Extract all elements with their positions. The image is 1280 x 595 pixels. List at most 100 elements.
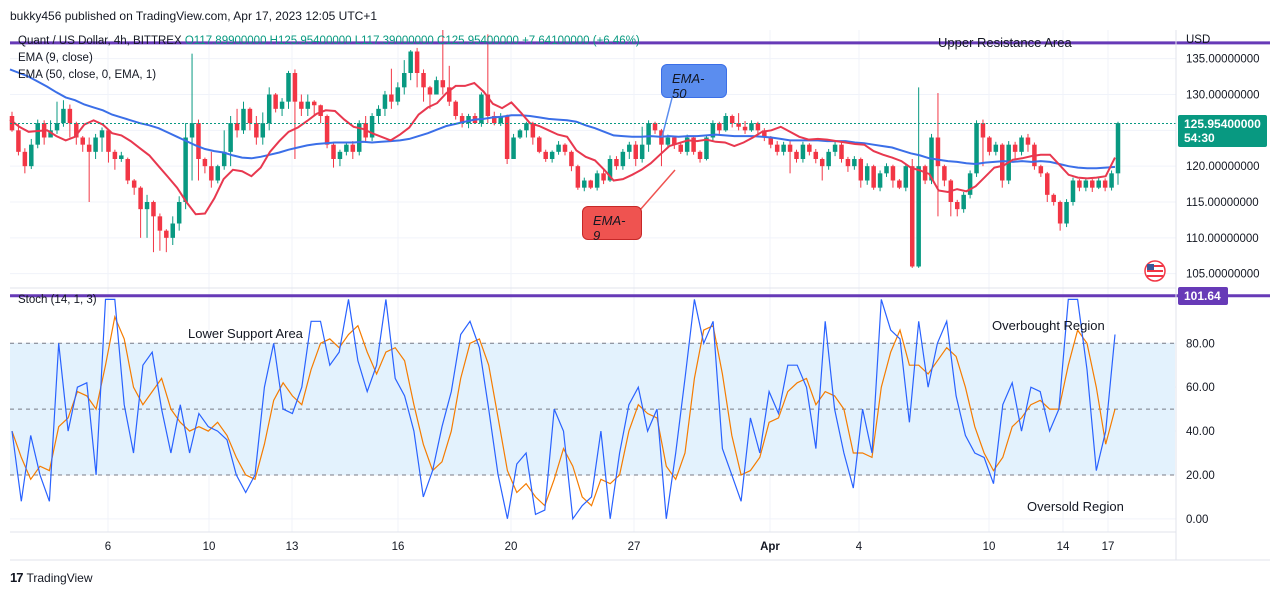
candle xyxy=(221,130,227,170)
candle xyxy=(594,170,600,191)
candle xyxy=(569,150,574,172)
candle xyxy=(112,149,118,170)
candle xyxy=(1051,193,1056,206)
candle xyxy=(633,141,638,167)
candle xyxy=(922,164,928,185)
candle xyxy=(549,150,555,163)
candle xyxy=(202,157,208,174)
candle xyxy=(787,141,793,174)
candle xyxy=(884,163,889,177)
symbol-legend[interactable]: Quant / US Dollar, 4h, BITTREX O117.8990… xyxy=(18,35,640,47)
candle xyxy=(1096,177,1101,190)
candle xyxy=(401,60,407,95)
candle xyxy=(74,121,79,145)
stoch-k-line xyxy=(11,298,1116,521)
candle xyxy=(511,133,516,159)
candle xyxy=(736,113,741,131)
candle xyxy=(241,101,246,134)
ema50-legend[interactable]: EMA (50, close, 0, EMA, 1) xyxy=(18,69,157,81)
candle xyxy=(639,126,645,163)
candle xyxy=(453,100,458,120)
candle xyxy=(164,229,169,253)
candle xyxy=(620,148,626,170)
candle xyxy=(318,104,323,124)
price-tick-label: 135.00000000 xyxy=(1186,54,1260,66)
candle xyxy=(170,216,176,245)
candle xyxy=(498,113,503,127)
candle xyxy=(421,69,426,102)
candle xyxy=(742,121,748,134)
candle xyxy=(562,143,568,156)
candle xyxy=(479,92,484,127)
candlestick-series xyxy=(9,30,1121,268)
candle xyxy=(1109,170,1114,191)
candle xyxy=(93,133,98,159)
candle xyxy=(99,127,105,152)
candle xyxy=(858,157,864,188)
stoch-tick-label: 60.00 xyxy=(1186,382,1215,394)
candle xyxy=(209,151,214,188)
candle xyxy=(575,164,581,190)
candle xyxy=(864,163,870,185)
time-axis: 6 10 13 16 20 27 Apr 4 10 14 17 xyxy=(105,541,1115,553)
candle xyxy=(1102,178,1108,192)
candle xyxy=(292,69,298,159)
candle xyxy=(119,151,124,162)
price-tick-label: 110.00000000 xyxy=(1186,233,1259,245)
candle xyxy=(781,141,786,156)
candle xyxy=(1070,177,1076,206)
candle xyxy=(774,141,780,156)
candle xyxy=(1012,141,1018,159)
candle xyxy=(1038,164,1044,177)
ema9-callout[interactable]: EMA-9 xyxy=(582,206,642,243)
overbought-label: Overbought Region xyxy=(992,318,1105,333)
candle xyxy=(183,123,188,210)
candle xyxy=(537,136,542,154)
candle xyxy=(987,136,992,156)
candle xyxy=(852,156,857,170)
last-price-badge: 125.95400000 54:30 xyxy=(1178,115,1267,148)
candle xyxy=(749,120,754,132)
candle xyxy=(627,141,632,159)
candle xyxy=(691,136,696,155)
candle xyxy=(530,121,536,145)
candle xyxy=(684,134,690,156)
candle xyxy=(543,149,548,162)
ema9-callout-pointer xyxy=(639,169,676,211)
candle xyxy=(138,186,143,238)
stoch-tick-label: 0.00 xyxy=(1186,514,1208,526)
candle xyxy=(845,156,851,172)
candle xyxy=(247,107,253,131)
footer[interactable]: 17 TradingView xyxy=(10,570,93,585)
change-value: +7.64100000 (+6.46%) xyxy=(522,35,640,47)
ema50-callout[interactable]: EMA-50 xyxy=(661,64,727,101)
candle xyxy=(877,170,883,192)
candle xyxy=(144,194,150,238)
candle xyxy=(215,164,221,184)
candle xyxy=(472,113,478,124)
candle xyxy=(427,85,433,109)
ema9-legend[interactable]: EMA (9, close) xyxy=(18,52,93,64)
time-tick-label: 10 xyxy=(203,541,216,553)
candle xyxy=(794,149,799,163)
time-tick-label: 17 xyxy=(1102,541,1115,553)
candle xyxy=(903,164,909,192)
time-tick-label: 27 xyxy=(628,541,641,553)
candle xyxy=(588,179,593,190)
time-tick-label: 16 xyxy=(392,541,405,553)
time-tick-label: 4 xyxy=(856,541,863,553)
candle xyxy=(337,149,343,167)
candle xyxy=(61,100,66,127)
candle xyxy=(832,141,838,157)
time-tick-label: Apr xyxy=(760,541,780,553)
candle xyxy=(504,114,510,165)
candle xyxy=(305,94,311,116)
candle xyxy=(331,141,336,168)
candle xyxy=(890,164,896,188)
stoch-legend[interactable]: Stoch (14, 1, 3) xyxy=(18,294,97,306)
candle xyxy=(993,141,999,156)
candle xyxy=(697,150,703,163)
candle xyxy=(678,143,683,154)
us-flag-icon xyxy=(1144,260,1166,282)
